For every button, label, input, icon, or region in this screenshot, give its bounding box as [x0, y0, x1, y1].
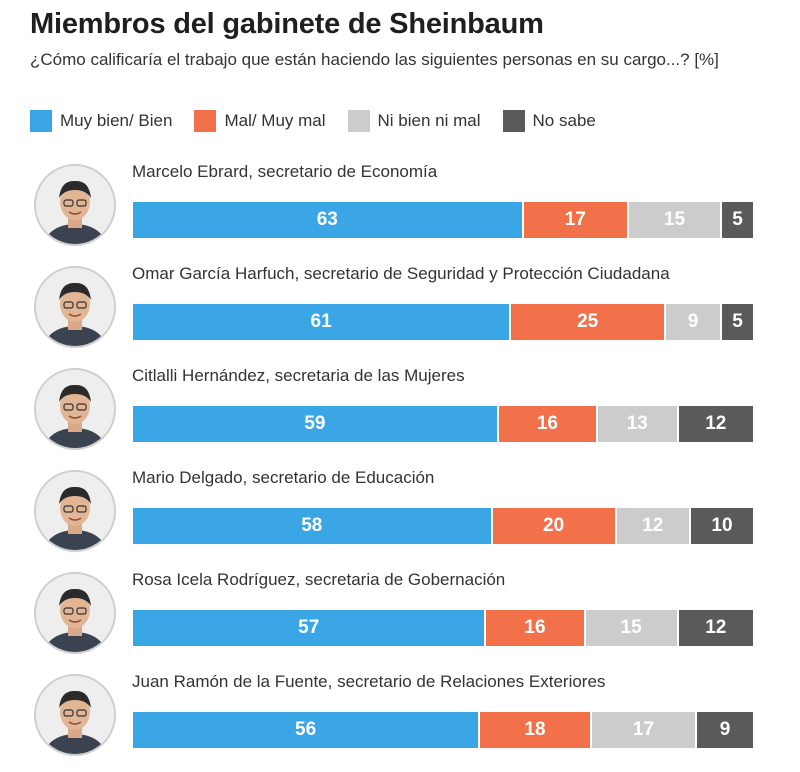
data-label: 12 [705, 413, 727, 434]
data-label: 20 [543, 515, 565, 536]
stacked-bar: 57 16 15 12 [133, 610, 753, 646]
chart-row: Omar García Harfuch, secretario de Segur… [0, 262, 800, 364]
legend-label-ni-bien: Ni bien ni mal [377, 111, 481, 130]
chart-subtitle: ¿Cómo calificaría el trabajo que están h… [30, 50, 719, 69]
category-label: Omar García Harfuch, secretario de Segur… [132, 264, 670, 283]
chart-row: Juan Ramón de la Fuente, secretario de R… [0, 670, 800, 772]
bar-segment-muy-bien: 57 [133, 610, 487, 646]
data-label: 15 [663, 209, 686, 230]
data-label: 16 [524, 617, 546, 638]
legend-item-no-sabe: No sabe [502, 110, 596, 132]
data-label: 18 [524, 719, 546, 740]
chart-rows: Marcelo Ebrard, secretario de Economía 63… [0, 160, 800, 772]
stacked-bar: 63 17 15 5 [133, 202, 753, 238]
stacked-bar: 56 18 17 9 [133, 712, 753, 748]
person-photo [34, 368, 116, 450]
category-label: Juan Ramón de la Fuente, secretario de R… [132, 672, 606, 691]
data-label: 12 [642, 515, 664, 536]
person-photo [34, 674, 116, 756]
chart-row: Rosa Icela Rodríguez, secretaria de Gobe… [0, 568, 800, 670]
data-label: 12 [705, 617, 727, 638]
bar-segment-ni-bien: 15 [585, 610, 679, 646]
legend-item-ni-bien: Ni bien ni mal [347, 110, 481, 132]
bar-segment-muy-bien: 56 [133, 712, 481, 748]
bar-segment-no-sabe: 5 [721, 202, 753, 238]
legend-label-mal: Mal/ Muy mal [224, 111, 326, 130]
data-label: 61 [310, 311, 332, 332]
category-label: Rosa Icela Rodríguez, secretaria de Gobe… [132, 570, 506, 589]
data-label: 59 [304, 413, 326, 434]
chart-title: Miembros del gabinete de Sheinbaum [30, 8, 544, 40]
bar-segment-mal: 16 [486, 610, 586, 646]
bar-segment-ni-bien: 17 [591, 712, 698, 748]
bar-segment-mal: 20 [492, 508, 617, 544]
person-photo [34, 164, 116, 246]
chart-row: Citlalli Hernández, secretaria de las Mu… [0, 364, 800, 466]
bar-segment-ni-bien: 13 [597, 406, 679, 442]
legend-item-muy-bien: Muy bien/ Bien [30, 110, 172, 132]
data-label: 10 [711, 515, 733, 536]
data-label: 5 [732, 209, 743, 230]
legend-label-muy-bien: Muy bien/ Bien [60, 111, 173, 130]
bar-segment-mal: 18 [480, 712, 592, 748]
category-label: Marcelo Ebrard, secretario de Economía [132, 162, 438, 181]
bar-segment-no-sabe: 10 [690, 508, 753, 544]
chart-row: Mario Delgado, secretario de Educación 58… [0, 466, 800, 568]
data-label: 13 [626, 413, 648, 434]
data-label: 17 [632, 719, 655, 740]
category-label: Citlalli Hernández, secretaria de las Mu… [132, 366, 465, 385]
legend-label-no-sabe: No sabe [532, 111, 596, 130]
data-label: 16 [536, 413, 558, 434]
person-photo [34, 572, 116, 654]
data-label: 63 [316, 209, 338, 230]
data-label: 25 [577, 311, 599, 332]
bar-segment-no-sabe: 5 [721, 304, 753, 340]
legend-swatch-ni-bien [347, 110, 370, 132]
legend: Muy bien/ Bien Mal/ Muy mal Ni bien ni m… [30, 110, 618, 132]
legend-item-mal: Mal/ Muy mal [194, 110, 326, 132]
bar-segment-ni-bien: 9 [666, 304, 722, 340]
bar-segment-muy-bien: 59 [133, 406, 499, 442]
bar-segment-mal: 16 [498, 406, 598, 442]
person-photo [34, 266, 116, 348]
stacked-bar: 59 16 13 12 [133, 406, 753, 442]
bar-segment-ni-bien: 12 [616, 508, 691, 544]
category-label: Mario Delgado, secretario de Educación [132, 468, 435, 487]
legend-swatch-mal [194, 110, 217, 132]
data-label: 56 [295, 719, 317, 740]
legend-swatch-no-sabe [502, 110, 525, 132]
bar-segment-muy-bien: 61 [133, 304, 512, 340]
data-label: 9 [687, 311, 699, 332]
chart-row: Marcelo Ebrard, secretario de Economía 63… [0, 160, 800, 262]
bar-segment-ni-bien: 15 [628, 202, 722, 238]
bar-segment-mal: 25 [511, 304, 667, 340]
stacked-bar: 58 20 12 10 [133, 508, 753, 544]
bar-segment-no-sabe: 12 [678, 610, 753, 646]
data-label: 57 [298, 617, 320, 638]
data-label: 9 [719, 719, 731, 740]
person-photo [34, 470, 116, 552]
legend-swatch-muy-bien [30, 110, 52, 132]
data-label: 58 [301, 515, 323, 536]
data-label: 17 [564, 209, 586, 230]
bar-segment-no-sabe: 9 [697, 712, 753, 748]
bar-segment-muy-bien: 63 [133, 202, 524, 238]
bar-segment-muy-bien: 58 [133, 508, 493, 544]
bar-segment-mal: 17 [523, 202, 629, 238]
data-label: 15 [620, 617, 642, 638]
stacked-bar: 61 25 9 5 [133, 304, 753, 340]
bar-segment-no-sabe: 12 [678, 406, 753, 442]
data-label: 5 [732, 311, 743, 332]
